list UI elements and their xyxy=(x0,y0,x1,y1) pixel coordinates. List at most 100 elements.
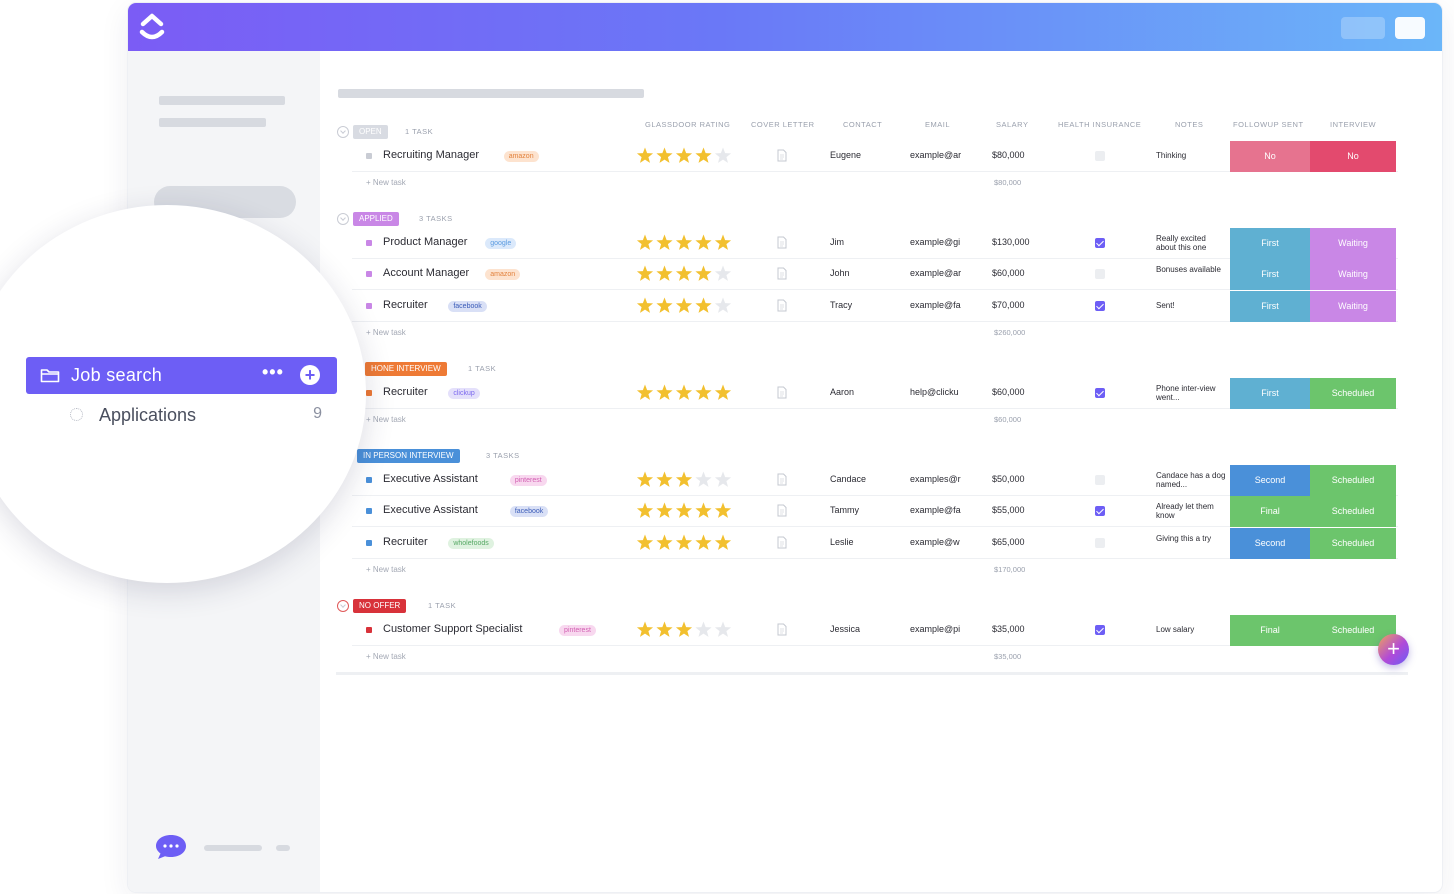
checkbox-checked[interactable] xyxy=(1095,238,1105,248)
task-tag[interactable]: wholefoods xyxy=(448,537,494,549)
task-tag[interactable]: google xyxy=(485,238,517,249)
group-collapse-toggle[interactable] xyxy=(337,213,349,225)
task-tag[interactable]: amazon xyxy=(485,269,521,281)
group-collapse-toggle[interactable] xyxy=(337,600,349,612)
checkbox-unchecked[interactable] xyxy=(1095,269,1105,280)
table-row[interactable] xyxy=(352,378,1398,408)
contact-cell[interactable]: Candace xyxy=(830,474,867,484)
email-cell[interactable]: example@gi xyxy=(910,237,961,247)
new-task-button[interactable]: + New task xyxy=(366,652,406,662)
table-row[interactable] xyxy=(352,259,1398,290)
checkbox-unchecked[interactable] xyxy=(1095,151,1105,161)
topbar-button-secondary[interactable] xyxy=(1395,17,1425,39)
task-status-dot[interactable] xyxy=(366,627,372,633)
contact-cell[interactable]: Jim xyxy=(830,237,844,247)
task-name[interactable]: Executive Assistant xyxy=(383,504,478,517)
contact-cell[interactable]: Tammy xyxy=(830,505,859,516)
new-task-button[interactable]: + New task xyxy=(366,564,406,574)
sidebar-space-job-search[interactable]: Job search ••• + xyxy=(26,357,337,394)
rating-stars[interactable] xyxy=(636,384,732,402)
group-collapse-toggle[interactable] xyxy=(337,126,349,138)
notes-cell[interactable]: Already let them know xyxy=(1156,502,1214,520)
followup-status[interactable]: First xyxy=(1230,290,1310,322)
salary-cell[interactable]: $50,000 xyxy=(992,474,1025,484)
sidebar-list-applications[interactable]: Applications 9 xyxy=(70,403,322,429)
email-cell[interactable]: example@pi xyxy=(910,624,961,634)
document-icon[interactable] xyxy=(777,473,787,486)
rating-stars[interactable] xyxy=(636,234,732,252)
contact-cell[interactable]: Jessica xyxy=(830,624,861,634)
task-name[interactable]: Recruiter xyxy=(383,386,428,398)
interview-status[interactable]: Waiting xyxy=(1310,290,1396,322)
salary-cell[interactable]: $60,000 xyxy=(992,268,1025,279)
task-tag[interactable]: facebook xyxy=(509,506,549,518)
document-icon[interactable] xyxy=(777,299,787,312)
checkbox-unchecked[interactable] xyxy=(1095,537,1105,548)
contact-cell[interactable]: Leslie xyxy=(830,536,854,547)
status-group-label[interactable]: IN PERSON INTERVIEW xyxy=(357,449,460,463)
contact-cell[interactable]: Tracy xyxy=(830,299,853,310)
followup-status[interactable]: First xyxy=(1230,228,1310,259)
email-cell[interactable]: examples@r xyxy=(910,474,961,484)
task-tag[interactable]: facebook xyxy=(448,300,487,312)
notes-cell[interactable]: Low salary xyxy=(1156,625,1195,634)
rating-stars[interactable] xyxy=(636,147,732,165)
followup-status[interactable]: First xyxy=(1230,259,1310,291)
followup-status[interactable]: First xyxy=(1230,378,1310,409)
email-cell[interactable]: help@clicku xyxy=(910,387,959,397)
topbar-button[interactable] xyxy=(1341,17,1385,39)
email-cell[interactable]: example@w xyxy=(910,536,960,547)
notes-cell[interactable]: Bonuses available xyxy=(1156,265,1221,275)
document-icon[interactable] xyxy=(777,536,787,549)
document-icon[interactable] xyxy=(777,236,787,249)
new-task-button[interactable]: + New task xyxy=(366,178,406,188)
task-name[interactable]: Recruiter xyxy=(383,298,428,311)
task-status-dot[interactable] xyxy=(366,302,372,309)
followup-status[interactable]: No xyxy=(1230,141,1310,172)
task-name[interactable]: Account Manager xyxy=(383,267,470,280)
interview-status[interactable]: No xyxy=(1310,141,1396,172)
checkbox-unchecked[interactable] xyxy=(1095,475,1105,485)
clickup-logo-icon[interactable] xyxy=(138,10,166,44)
interview-status[interactable]: Scheduled xyxy=(1310,465,1396,496)
task-tag[interactable]: clickup xyxy=(448,388,480,399)
document-icon[interactable] xyxy=(777,386,787,399)
more-options-icon[interactable]: ••• xyxy=(262,362,284,382)
interview-status[interactable]: Waiting xyxy=(1310,259,1396,291)
followup-status[interactable]: Second xyxy=(1230,465,1310,496)
new-task-button[interactable]: + New task xyxy=(366,415,406,425)
contact-cell[interactable]: Eugene xyxy=(830,150,862,160)
task-status-dot[interactable] xyxy=(366,539,372,546)
contact-cell[interactable]: Aaron xyxy=(830,387,855,397)
notes-cell[interactable]: Giving this a try xyxy=(1156,533,1212,543)
status-group-label[interactable]: HONE INTERVIEW xyxy=(365,362,447,376)
notes-cell[interactable]: Candace has a dog named... xyxy=(1156,471,1226,489)
status-group-label[interactable]: OPEN xyxy=(353,125,388,139)
rating-stars[interactable] xyxy=(636,502,732,520)
salary-cell[interactable]: $80,000 xyxy=(992,150,1025,160)
salary-cell[interactable]: $60,000 xyxy=(992,387,1025,397)
rating-stars[interactable] xyxy=(636,265,732,283)
email-cell[interactable]: example@ar xyxy=(910,150,962,160)
task-name[interactable]: Product Manager xyxy=(383,236,468,248)
document-icon[interactable] xyxy=(777,623,787,636)
status-group-label[interactable]: NO OFFER xyxy=(353,599,407,613)
table-row[interactable] xyxy=(352,228,1398,258)
task-tag[interactable]: amazon xyxy=(503,151,539,162)
task-status-dot[interactable] xyxy=(366,477,372,483)
table-row[interactable] xyxy=(352,290,1398,321)
interview-status[interactable]: Waiting xyxy=(1310,228,1396,259)
rating-stars[interactable] xyxy=(636,621,732,639)
table-row[interactable] xyxy=(352,527,1398,558)
email-cell[interactable]: example@fa xyxy=(910,299,961,310)
document-icon[interactable] xyxy=(777,267,787,280)
salary-cell[interactable]: $35,000 xyxy=(992,624,1025,634)
task-status-dot[interactable] xyxy=(366,271,372,278)
notes-cell[interactable]: Thinking xyxy=(1156,151,1187,160)
interview-status[interactable]: Scheduled xyxy=(1310,496,1396,528)
salary-cell[interactable]: $70,000 xyxy=(992,299,1025,310)
rating-stars[interactable] xyxy=(636,297,732,315)
notes-cell[interactable]: Phone inter-view went... xyxy=(1156,384,1216,402)
followup-status[interactable]: Second xyxy=(1230,527,1310,559)
task-status-dot[interactable] xyxy=(366,153,372,159)
